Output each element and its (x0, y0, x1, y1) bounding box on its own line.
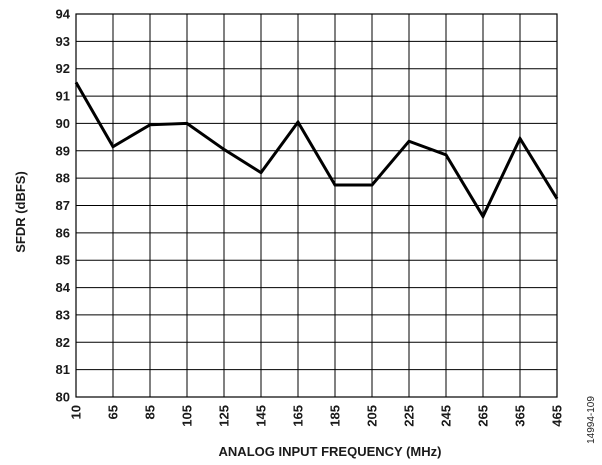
x-tick-label: 105 (180, 405, 195, 427)
x-tick-label: 65 (106, 405, 121, 419)
x-tick-label: 10 (69, 405, 84, 419)
y-tick-label: 94 (56, 7, 71, 22)
y-axis-title: SFDR (dBFS) (13, 171, 28, 253)
figure-id-label: 14994-109 (586, 396, 597, 444)
x-tick-labels: 10 65 85 105 125 145 165 185 205 225 245 265 365 465 (69, 405, 565, 427)
x-tick-label: 185 (328, 405, 343, 427)
x-tick-label: 165 (291, 405, 306, 427)
y-tick-label: 85 (56, 253, 70, 268)
grid-layer (75, 13, 558, 398)
y-tick-label: 87 (56, 198, 70, 213)
y-tick-label: 81 (56, 362, 70, 377)
y-tick-label: 91 (56, 89, 70, 104)
y-tick-label: 82 (56, 335, 70, 350)
series-layer (74, 81, 559, 220)
y-tick-label: 88 (56, 171, 70, 186)
y-tick-label: 89 (56, 143, 70, 158)
y-tick-label: 84 (56, 280, 71, 295)
x-tick-label: 205 (365, 405, 380, 427)
x-tick-label: 365 (513, 405, 528, 427)
x-axis-title: ANALOG INPUT FREQUENCY (MHz) (219, 444, 442, 459)
y-tick-label: 90 (56, 116, 70, 131)
plot-frame (75, 13, 558, 398)
y-tick-label: 93 (56, 34, 70, 49)
y-tick-label: 83 (56, 307, 70, 322)
x-tick-label: 225 (402, 405, 417, 427)
x-tick-label: 245 (439, 405, 454, 427)
sfdr-series-line (74, 81, 559, 220)
x-tick-label: 265 (476, 405, 491, 427)
x-tick-label: 85 (143, 405, 158, 419)
y-tick-label: 86 (56, 225, 70, 240)
x-tick-label: 465 (550, 405, 565, 427)
y-tick-label: 92 (56, 61, 70, 76)
x-tick-label: 125 (217, 405, 232, 427)
y-tick-labels: 80 81 82 83 84 85 86 87 88 89 90 91 92 93 94 (56, 7, 71, 405)
y-tick-label: 80 (56, 390, 70, 405)
x-tick-label: 145 (254, 405, 269, 427)
